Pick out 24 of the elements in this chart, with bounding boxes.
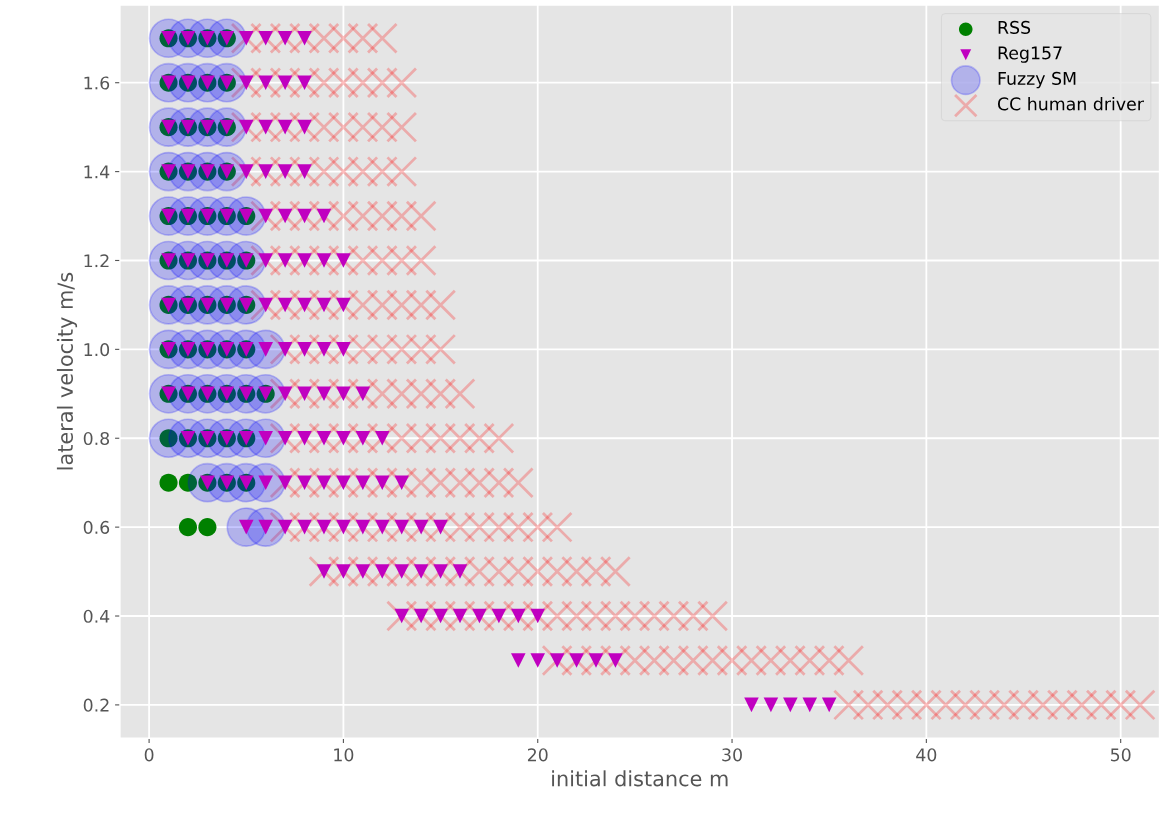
- legend-label: Reg157: [998, 46, 1062, 63]
- legend-label: CC human driver: [997, 97, 1144, 111]
- x-tick-label: 50: [1110, 748, 1131, 762]
- x-tick-label: 20: [527, 748, 548, 762]
- point: [178, 473, 198, 492]
- point: [178, 518, 198, 537]
- y-axis-title: lateral velocity m/s: [56, 272, 78, 470]
- x-tick-label: 10: [334, 748, 354, 762]
- x-tick-label: 30: [722, 748, 742, 762]
- y-tick-label: 0.6: [83, 520, 110, 534]
- y-tick-label: 1.2: [84, 254, 109, 268]
- y-tick-label: 0.8: [83, 431, 110, 446]
- x-tick-label: 0: [144, 748, 154, 762]
- legend-label: RSS: [998, 20, 1031, 34]
- y-tick-label: 0.2: [83, 698, 109, 712]
- y-tick-label: 1.0: [84, 343, 110, 357]
- point: [159, 473, 178, 492]
- x-tick-label: 40: [916, 748, 937, 762]
- y-tick-label: 1.4: [84, 165, 110, 179]
- point: [198, 518, 217, 537]
- x-axis-title: initial distance m: [552, 770, 728, 787]
- y-tick-label: 0.4: [83, 609, 110, 623]
- y-tick-label: 1.6: [84, 76, 110, 90]
- legend-label: Fuzzy SM: [998, 71, 1076, 89]
